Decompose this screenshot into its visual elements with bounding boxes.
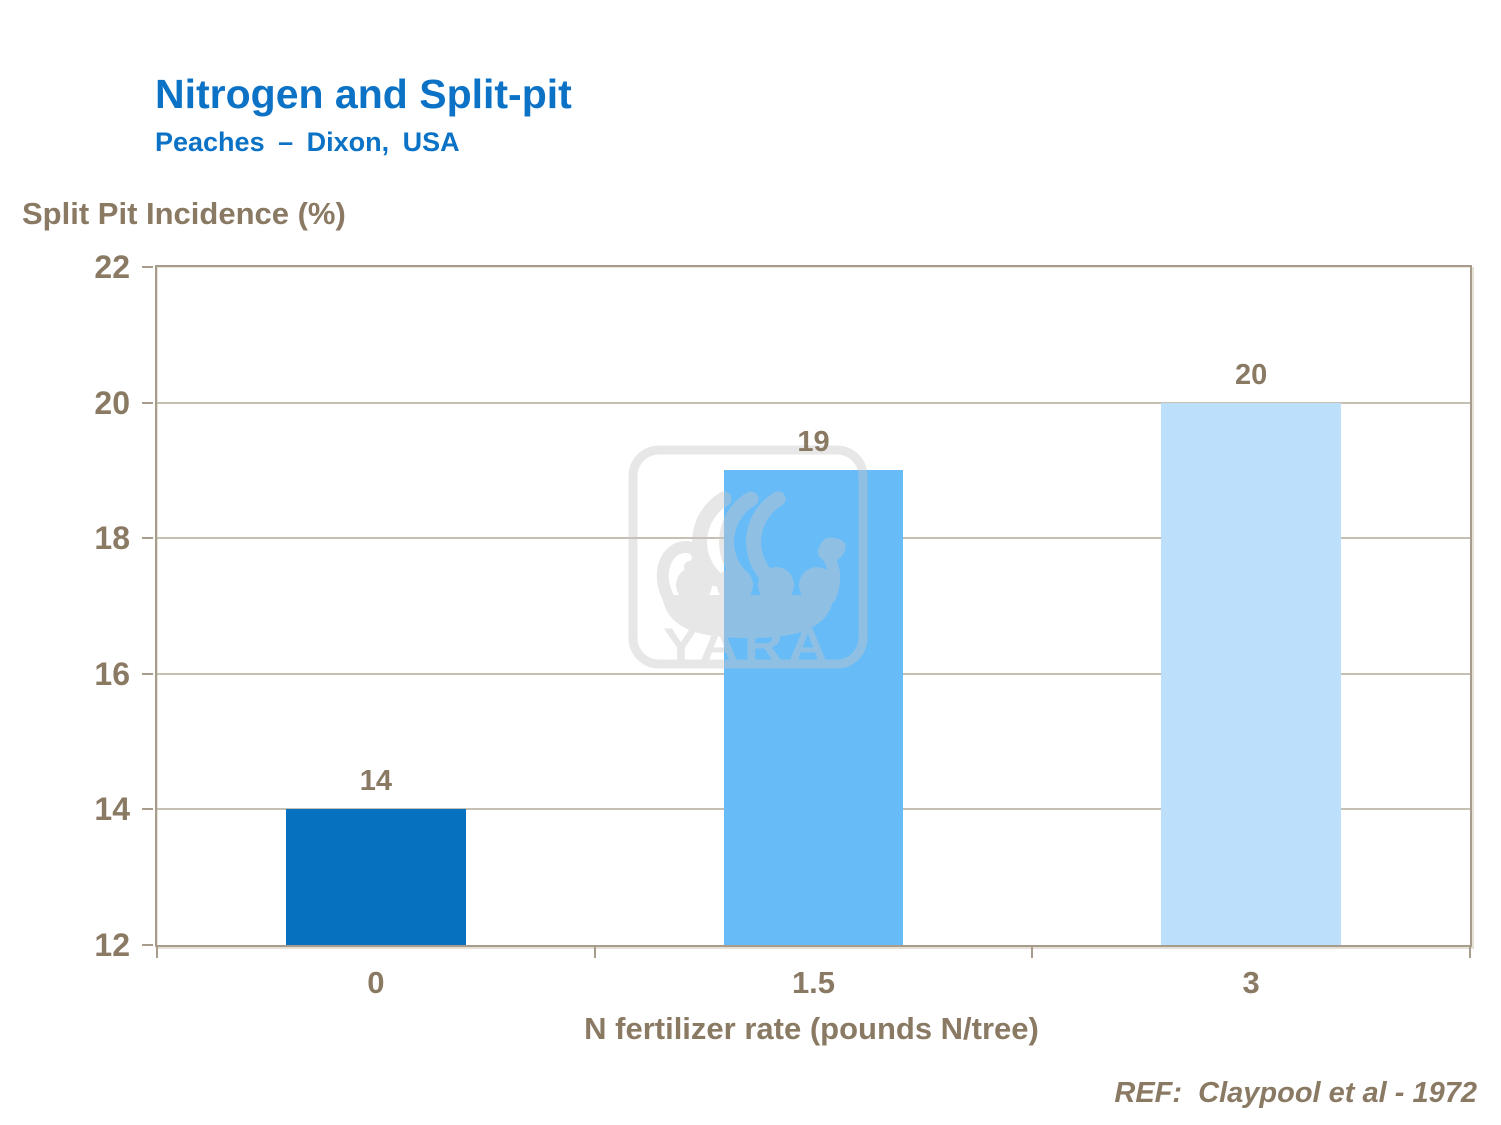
slide-title: Nitrogen and Split-pit <box>155 71 572 117</box>
bar <box>286 809 466 945</box>
x-tick-mark <box>156 945 158 958</box>
bar-value-label: 14 <box>359 765 392 798</box>
y-tick-mark <box>142 266 153 268</box>
y-tick-mark <box>142 944 153 946</box>
y-tick-mark <box>142 672 153 675</box>
viking-ship-icon: YARA <box>628 445 868 671</box>
y-axis-title: Split Pit Incidence (%) <box>22 196 346 231</box>
y-tick-mark <box>142 808 153 811</box>
x-axis-title: N fertilizer rate (pounds N/tree) <box>584 1011 1039 1046</box>
chart-area: N fertilizer rate (pounds N/tree) 0 1.5 3 2… <box>94 249 1472 1046</box>
yara-watermark-logo: YARA <box>628 445 868 671</box>
y-tick-label: 16 <box>94 655 130 692</box>
slide-subtitle: Peaches – Dixon, USA <box>155 127 460 157</box>
x-tick-label: 1.5 <box>791 965 836 1000</box>
x-tick-mark <box>593 945 596 958</box>
bar <box>723 470 904 945</box>
yara-logo-text: YARA <box>663 618 833 669</box>
plot-area <box>155 265 1472 947</box>
x-tick-label: 3 <box>1242 965 1260 1000</box>
bar <box>1161 402 1341 945</box>
bar-value-label: 20 <box>1235 358 1268 391</box>
y-tick-label: 14 <box>94 791 130 828</box>
y-tick-label: 22 <box>94 249 130 285</box>
gridline <box>157 401 1470 404</box>
x-tick-mark <box>1469 945 1471 958</box>
y-tick-label: 18 <box>94 520 130 557</box>
y-tick-mark <box>142 401 153 404</box>
x-tick-mark <box>1031 945 1034 958</box>
y-tick-label: 20 <box>94 384 130 421</box>
x-tick-label: 0 <box>367 965 385 1000</box>
bar-value-label: 19 <box>797 426 830 459</box>
y-tick-label: 12 <box>94 927 130 963</box>
y-tick-mark <box>142 537 153 540</box>
reference-citation: REF: Claypool et al - 1972 <box>1114 1077 1477 1109</box>
